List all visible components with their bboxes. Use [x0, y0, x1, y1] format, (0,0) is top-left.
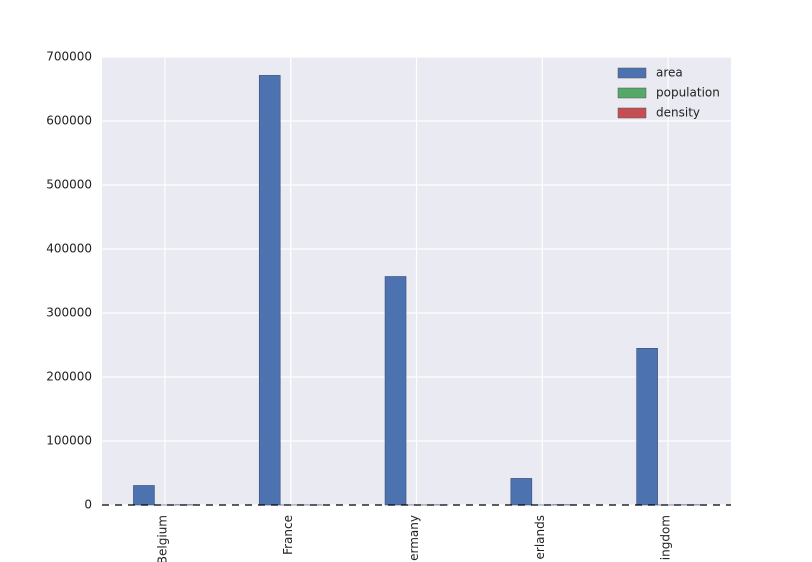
x-tick-label: ermany	[407, 515, 421, 561]
y-tick-label: 600000	[46, 114, 92, 128]
bars	[133, 75, 700, 506]
legend-label: population	[656, 86, 720, 100]
labels: 0 100000 200000 300000 400000 500000 600000 700…	[46, 50, 672, 562]
legend-swatch	[617, 107, 647, 119]
x-tick-label: France	[281, 515, 295, 555]
y-tick-label: 100000	[46, 434, 92, 448]
legend-label: area	[656, 66, 683, 80]
x-tick-label: Belgium	[155, 515, 169, 562]
bar	[636, 348, 658, 506]
y-tick-label: 0	[84, 498, 92, 512]
y-tick-label: 300000	[46, 306, 92, 320]
x-tick-label: erlands	[533, 515, 547, 559]
legend-label: density	[656, 106, 700, 120]
bar	[384, 276, 407, 506]
bar	[258, 75, 281, 506]
y-tick-label: 500000	[46, 178, 92, 192]
legend: area population density	[617, 66, 720, 120]
y-tick-label: 700000	[46, 50, 92, 64]
legend-swatch	[617, 67, 647, 79]
y-tick-label: 400000	[46, 242, 92, 256]
legend-swatch	[617, 87, 647, 99]
y-tick-label: 200000	[46, 370, 92, 384]
bar	[510, 478, 533, 506]
bar	[133, 485, 155, 506]
grid	[102, 56, 731, 506]
x-tick-label: ingdom	[659, 515, 673, 560]
